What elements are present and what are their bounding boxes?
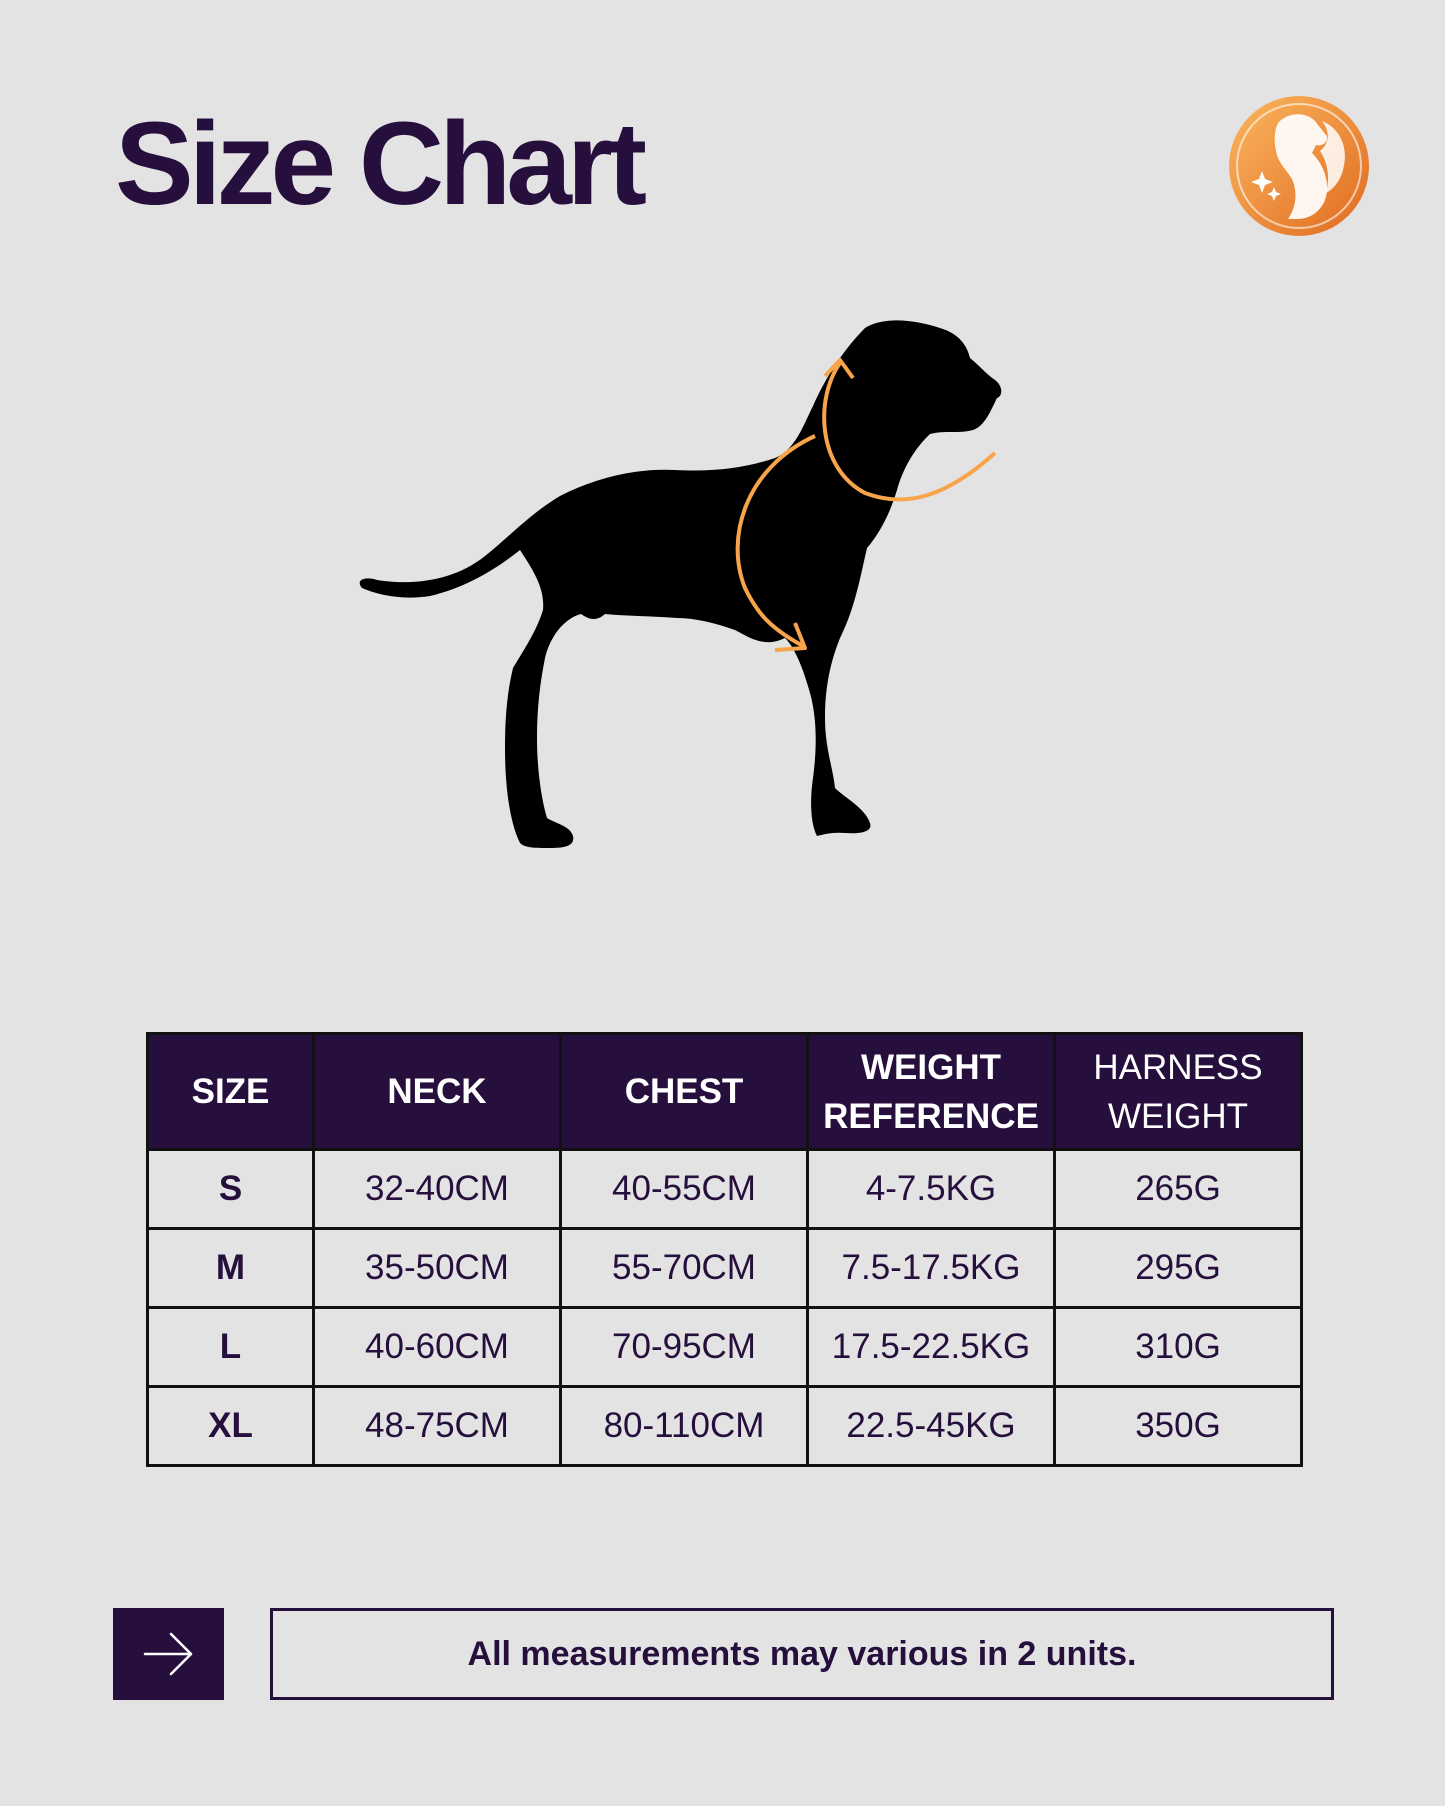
cell-harness-weight: 265G [1053, 1148, 1303, 1230]
table-row: M 35-50CM 55-70CM 7.5-17.5KG 295G [146, 1227, 1303, 1309]
header-neck: NECK [312, 1032, 562, 1151]
cell-harness-weight: 295G [1053, 1227, 1303, 1309]
next-button[interactable] [113, 1608, 224, 1700]
arrow-right-icon [143, 1632, 192, 1676]
cell-weight-reference: 17.5-22.5KG [806, 1306, 1056, 1388]
cell-weight-reference: 7.5-17.5KG [806, 1227, 1056, 1309]
cell-neck: 40-60CM [312, 1306, 562, 1388]
cell-neck: 32-40CM [312, 1148, 562, 1230]
cell-chest: 40-55CM [559, 1148, 809, 1230]
header-weight-reference: WEIGHT REFERENCE [806, 1032, 1056, 1151]
table-row: XL 48-75CM 80-110CM 22.5-45KG 350G [146, 1385, 1303, 1467]
cell-size: S [146, 1148, 315, 1230]
cell-weight-reference: 4-7.5KG [806, 1148, 1056, 1230]
cell-size: L [146, 1306, 315, 1388]
header-chest: CHEST [559, 1032, 809, 1151]
cell-weight-reference: 22.5-45KG [806, 1385, 1056, 1467]
table-row: L 40-60CM 70-95CM 17.5-22.5KG 310G [146, 1306, 1303, 1388]
cell-chest: 70-95CM [559, 1306, 809, 1388]
measurement-note: All measurements may various in 2 units. [270, 1608, 1334, 1700]
cell-neck: 48-75CM [312, 1385, 562, 1467]
cell-harness-weight: 350G [1053, 1385, 1303, 1467]
header-size: SIZE [146, 1032, 315, 1151]
page-title: Size Chart [115, 98, 647, 230]
cell-harness-weight: 310G [1053, 1306, 1303, 1388]
cell-chest: 80-110CM [559, 1385, 809, 1467]
table-header-row: SIZE NECK CHEST WEIGHT REFERENCE HARNESS W… [146, 1032, 1303, 1151]
cell-size: XL [146, 1385, 315, 1467]
header-harness-weight: HARNESS WEIGHT [1053, 1032, 1303, 1151]
cell-neck: 35-50CM [312, 1227, 562, 1309]
cell-size: M [146, 1227, 315, 1309]
dog-silhouette-icon [359, 320, 1002, 849]
dog-logo-icon [1229, 96, 1369, 236]
table-row: S 32-40CM 40-55CM 4-7.5KG 265G [146, 1148, 1303, 1230]
size-table: SIZE NECK CHEST WEIGHT REFERENCE HARNESS W… [146, 1032, 1303, 1467]
cell-chest: 55-70CM [559, 1227, 809, 1309]
